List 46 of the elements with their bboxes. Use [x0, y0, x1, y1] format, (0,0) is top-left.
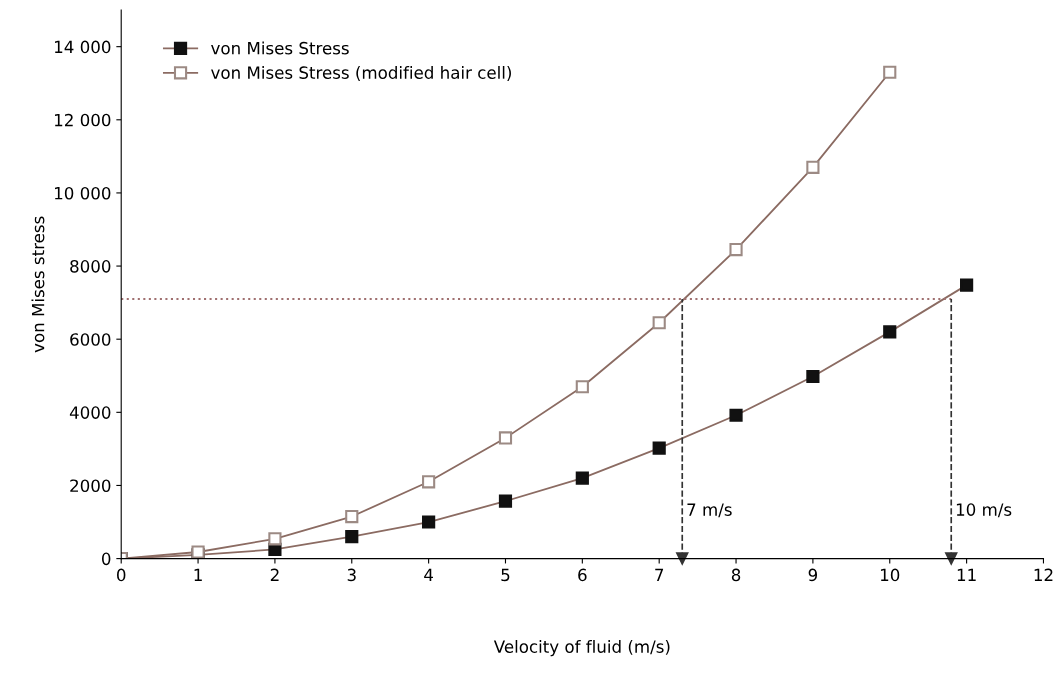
y-tick-label: 10 000: [55, 186, 111, 200]
y-tick-label: 6000: [70, 333, 111, 346]
x-tick-label: 12: [1034, 568, 1053, 581]
point: [575, 471, 589, 485]
y-tick-label: 4000: [69, 406, 111, 419]
ref-line-label: 7 m/s: [687, 503, 732, 518]
ref-line-label: 10 m/s: [956, 503, 1012, 518]
x-tick-label: 11: [957, 568, 976, 581]
y-tick-label: 2000: [70, 479, 111, 493]
legend-label: von Mises Stress: [211, 41, 349, 55]
point: [883, 65, 897, 79]
legend-label: von Mises Stress (modified hair cell): [211, 66, 511, 81]
point: [806, 160, 820, 174]
point: [345, 530, 359, 544]
y-tick-label: 12 000: [55, 113, 111, 127]
point: [422, 475, 436, 489]
point: [729, 408, 743, 422]
x-tick-label: 1: [194, 568, 202, 581]
point: [498, 494, 513, 508]
x-tick-label: 9: [808, 568, 818, 582]
point: [345, 509, 359, 524]
point: [806, 369, 820, 384]
point: [422, 515, 436, 529]
y-tick-label: 8000: [70, 260, 111, 273]
x-tick-label: 8: [731, 568, 741, 582]
point: [268, 542, 282, 557]
point: [498, 431, 513, 445]
y-axis-title: von Mises stress: [31, 216, 45, 353]
x-tick-label: 7: [655, 568, 664, 581]
x-axis-title: Velocity of fluid (m/s): [493, 640, 670, 657]
x-tick-label: 4: [424, 568, 433, 581]
point: [960, 278, 974, 292]
point: [652, 316, 666, 330]
point: [575, 380, 589, 394]
point: [652, 441, 666, 455]
x-tick-label: 6: [578, 568, 587, 582]
x-tick-label: 5: [501, 568, 510, 582]
point: [268, 532, 282, 546]
y-tick-label: 0: [101, 552, 111, 566]
x-tick-label: 0: [117, 568, 126, 582]
point: [883, 325, 897, 339]
x-tick-label: 10: [880, 568, 900, 582]
y-tick-label: 14 000: [55, 40, 111, 54]
point: [729, 243, 743, 257]
x-tick-label: 2: [270, 568, 279, 581]
x-tick-label: 3: [347, 568, 356, 582]
